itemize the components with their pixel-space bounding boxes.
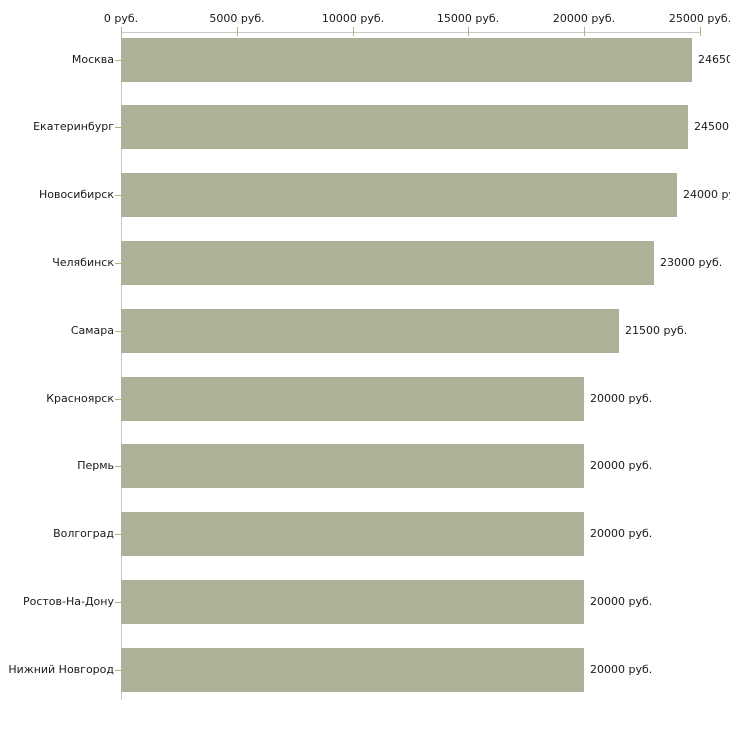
x-axis-tick-label: 20000 руб. — [552, 12, 616, 25]
category-label: Волгоград — [53, 527, 114, 540]
x-axis-tick — [237, 27, 238, 36]
value-label: 24650 руб. — [698, 53, 730, 66]
bar — [121, 377, 584, 421]
x-axis-tick — [121, 27, 122, 36]
x-axis-tick-label: 5000 руб. — [209, 12, 265, 25]
x-axis-tick — [353, 27, 354, 36]
category-label: Москва — [71, 53, 114, 66]
value-label: 20000 руб. — [590, 459, 653, 472]
bar — [121, 512, 584, 556]
value-label: 20000 руб. — [590, 527, 653, 540]
y-axis-tick — [115, 602, 122, 603]
value-label: 20000 руб. — [590, 595, 653, 608]
y-axis-tick — [115, 195, 122, 196]
value-label: 21500 руб. — [625, 324, 688, 337]
y-axis-tick — [115, 534, 122, 535]
x-axis-tick-label: 10000 руб. — [321, 12, 385, 25]
value-label: 24000 руб. — [683, 188, 730, 201]
bar — [121, 309, 619, 353]
y-axis-tick — [115, 60, 122, 61]
bar — [121, 444, 584, 488]
category-label: Екатеринбург — [33, 120, 114, 133]
y-axis-tick — [115, 331, 122, 332]
x-axis-tick — [584, 27, 585, 36]
y-axis-line — [121, 32, 122, 700]
x-axis-tick — [700, 27, 701, 36]
category-label: Челябинск — [52, 256, 114, 269]
bar — [121, 105, 688, 149]
value-label: 24500 руб. — [694, 120, 730, 133]
bar — [121, 173, 677, 217]
y-axis-tick — [115, 399, 122, 400]
bar — [121, 580, 584, 624]
y-axis-tick — [115, 670, 122, 671]
value-label: 20000 руб. — [590, 392, 653, 405]
x-axis-tick-label: 0 руб. — [103, 12, 139, 25]
y-axis-tick — [115, 263, 122, 264]
category-label: Ростов-На-Дону — [22, 595, 114, 608]
category-label: Самара — [70, 324, 114, 337]
category-label: Пермь — [77, 459, 114, 472]
category-label: Новосибирск — [38, 188, 114, 201]
x-axis-line — [121, 32, 701, 33]
x-axis-tick — [468, 27, 469, 36]
category-label: Красноярск — [46, 392, 114, 405]
bar — [121, 38, 692, 82]
y-axis-tick — [115, 466, 122, 467]
bar — [121, 648, 584, 692]
y-axis-tick — [115, 127, 122, 128]
x-axis-tick-label: 25000 руб. — [668, 12, 730, 25]
x-axis-tick-label: 15000 руб. — [436, 12, 500, 25]
value-label: 20000 руб. — [590, 663, 653, 676]
value-label: 23000 руб. — [660, 256, 723, 269]
bar — [121, 241, 654, 285]
category-label: Нижний Новгород — [8, 663, 114, 676]
